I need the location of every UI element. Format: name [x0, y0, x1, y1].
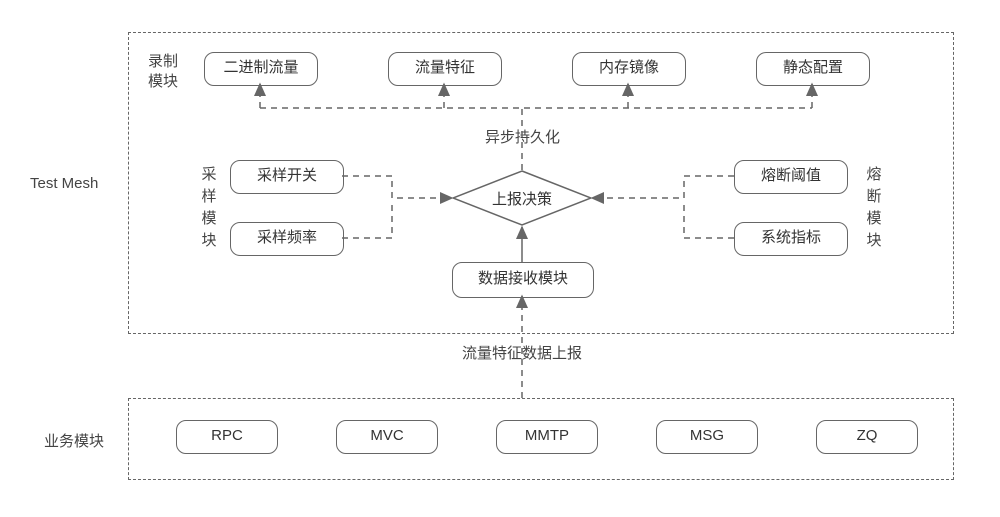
node-sys-metrics: 系统指标: [734, 222, 848, 256]
node-fuse-threshold: 熔断阈值: [734, 160, 848, 194]
node-mmtp: MMTP: [496, 420, 598, 454]
node-zq: ZQ: [816, 420, 918, 454]
node-mem-image: 内存镜像: [572, 52, 686, 86]
label-record-module-2: 模块: [148, 70, 178, 91]
label-traffic-report: 流量特征数据上报: [462, 342, 582, 363]
label-sample-module: 采样模块: [200, 164, 218, 252]
node-binary-traffic: 二进制流量: [204, 52, 318, 86]
label-test-mesh: Test Mesh: [30, 175, 98, 192]
node-static-config: 静态配置: [756, 52, 870, 86]
label-record-module-1: 录制: [148, 50, 178, 71]
node-rpc: RPC: [176, 420, 278, 454]
node-traffic-feature: 流量特征: [388, 52, 502, 86]
node-sample-switch: 采样开关: [230, 160, 344, 194]
label-async-persist: 异步持久化: [485, 126, 560, 147]
node-sample-rate: 采样频率: [230, 222, 344, 256]
node-msg: MSG: [656, 420, 758, 454]
node-mvc: MVC: [336, 420, 438, 454]
node-decision: 上报决策: [452, 170, 592, 226]
label-business: 业务模块: [44, 430, 104, 451]
diagram-stage: Test Mesh 业务模块 录制 模块 采样模块 熔断模块 二进制流量 流量特…: [0, 0, 1000, 517]
node-decision-label: 上报决策: [452, 170, 592, 226]
node-data-recv: 数据接收模块: [452, 262, 594, 298]
label-fuse-module: 熔断模块: [865, 164, 883, 252]
